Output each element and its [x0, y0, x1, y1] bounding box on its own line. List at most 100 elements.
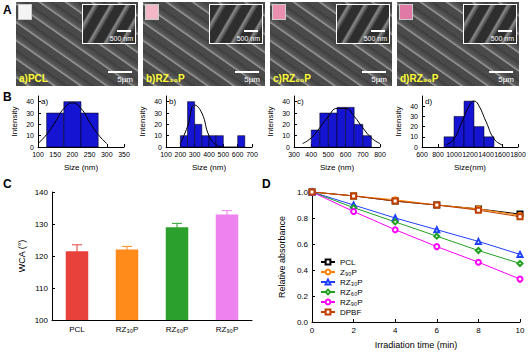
- svg-text:10: 10: [410, 133, 418, 140]
- svg-text:300: 300: [288, 151, 300, 158]
- html-text:5μm: 5μm: [244, 75, 260, 84]
- html-text:d)RZ₉₀P: d)RZ₉₀P: [400, 73, 439, 84]
- svg-text:Relative absorbance: Relative absorbance: [277, 216, 287, 298]
- svg-text:600: 600: [232, 151, 244, 158]
- svg-text:100: 100: [35, 316, 49, 325]
- svg-text:120: 120: [35, 252, 49, 261]
- svg-text:40: 40: [154, 98, 162, 105]
- svg-text:350: 350: [118, 151, 130, 158]
- svg-text:Z₉₀P: Z₉₀P: [340, 268, 357, 277]
- svg-text:200: 200: [174, 151, 186, 158]
- svg-text:250: 250: [84, 151, 96, 158]
- svg-text:40: 40: [26, 98, 34, 105]
- svg-text:300: 300: [189, 151, 201, 158]
- svg-text:30: 30: [26, 110, 34, 117]
- svg-text:400: 400: [203, 151, 215, 158]
- svg-text:800: 800: [432, 151, 444, 158]
- svg-text:6: 6: [435, 326, 440, 335]
- svg-text:RZ₆₀P: RZ₆₀P: [340, 288, 363, 297]
- html-text:a)PCL: a)PCL: [19, 73, 48, 84]
- svg-text:30: 30: [282, 110, 290, 117]
- svg-text:0: 0: [286, 144, 290, 151]
- svg-text:1.0: 1.0: [297, 188, 309, 197]
- svg-text:150: 150: [49, 151, 61, 158]
- svg-text:600: 600: [416, 151, 428, 158]
- svg-text:Intensity: Intensity: [10, 107, 19, 137]
- svg-text:30: 30: [410, 113, 418, 120]
- svg-text:0: 0: [158, 144, 162, 151]
- svg-text:RZ₉₀P: RZ₉₀P: [340, 298, 363, 307]
- svg-text:600: 600: [340, 151, 352, 158]
- svg-text:RZ₉₀P: RZ₉₀P: [216, 325, 239, 334]
- svg-text:20: 20: [26, 121, 34, 128]
- html-text:b)RZ₃₀P: b)RZ₃₀P: [146, 73, 185, 84]
- svg-text:20: 20: [410, 123, 418, 130]
- svg-text:0.8: 0.8: [297, 214, 309, 223]
- svg-text:100: 100: [32, 151, 44, 158]
- html-text:5μm: 5μm: [371, 75, 387, 84]
- svg-text:1400: 1400: [478, 151, 494, 158]
- svg-text:1800: 1800: [510, 151, 526, 158]
- svg-text:RZ₆₀P: RZ₆₀P: [166, 325, 189, 334]
- svg-text:0.6: 0.6: [297, 240, 309, 249]
- html-text:c)RZ₆₀P: c)RZ₆₀P: [273, 73, 311, 84]
- svg-text:20: 20: [154, 121, 162, 128]
- svg-text:a): a): [41, 97, 48, 106]
- svg-text:Intensity: Intensity: [266, 107, 275, 137]
- svg-text:700: 700: [246, 151, 258, 158]
- svg-text:1200: 1200: [462, 151, 478, 158]
- svg-text:100: 100: [160, 151, 172, 158]
- svg-text:30: 30: [154, 110, 162, 117]
- svg-text:200: 200: [67, 151, 79, 158]
- svg-text:PCL: PCL: [69, 325, 85, 334]
- svg-text:10: 10: [516, 326, 525, 335]
- svg-text:0.0: 0.0: [297, 318, 309, 327]
- svg-text:Intensity: Intensity: [394, 107, 403, 137]
- svg-text:0.2: 0.2: [297, 292, 309, 301]
- html-text:B: B: [3, 90, 12, 104]
- svg-text:140: 140: [35, 188, 49, 197]
- html-text:5μm: 5μm: [498, 75, 514, 84]
- svg-text:0.4: 0.4: [297, 266, 309, 275]
- svg-text:4: 4: [393, 326, 398, 335]
- html-text:C: C: [3, 177, 12, 191]
- svg-text:10: 10: [154, 132, 162, 139]
- svg-text:8: 8: [476, 326, 481, 335]
- svg-text:400: 400: [305, 151, 317, 158]
- svg-text:Size (nm): Size (nm): [192, 163, 227, 172]
- svg-text:20: 20: [282, 121, 290, 128]
- svg-text:1600: 1600: [494, 151, 510, 158]
- svg-text:0: 0: [30, 144, 34, 151]
- svg-text:Size (nm): Size (nm): [64, 163, 99, 172]
- html-text:D: D: [262, 177, 271, 191]
- svg-text:c): c): [297, 97, 304, 106]
- svg-text:1000: 1000: [446, 151, 462, 158]
- svg-text:40: 40: [410, 103, 418, 110]
- svg-text:10: 10: [26, 132, 34, 139]
- svg-text:10: 10: [282, 132, 290, 139]
- svg-text:Intensity: Intensity: [138, 107, 147, 137]
- svg-text:800: 800: [374, 151, 386, 158]
- svg-text:130: 130: [35, 220, 49, 229]
- html-text:A: A: [3, 3, 12, 17]
- svg-text:RZ₃₀P: RZ₃₀P: [340, 278, 363, 287]
- svg-text:500: 500: [323, 151, 335, 158]
- svg-text:b): b): [169, 97, 176, 106]
- svg-text:700: 700: [357, 151, 369, 158]
- svg-text:d): d): [425, 97, 432, 106]
- svg-text:Size(nm): Size(nm): [454, 163, 486, 172]
- svg-text:0: 0: [414, 144, 418, 151]
- svg-text:Size (nm): Size (nm): [320, 163, 355, 172]
- svg-text:300: 300: [101, 151, 113, 158]
- svg-text:500: 500: [217, 151, 229, 158]
- svg-text:40: 40: [282, 98, 290, 105]
- svg-text:RZ₃₀P: RZ₃₀P: [116, 325, 139, 334]
- svg-text:WCA (°): WCA (°): [17, 240, 27, 273]
- svg-text:110: 110: [35, 284, 48, 293]
- svg-text:PCL: PCL: [340, 258, 356, 267]
- svg-text:0: 0: [310, 326, 315, 335]
- svg-text:DPBF: DPBF: [340, 308, 361, 317]
- svg-text:2: 2: [351, 326, 356, 335]
- html-text:5μm: 5μm: [117, 75, 133, 84]
- svg-text:Irradiation time (min): Irradiation time (min): [375, 340, 458, 350]
